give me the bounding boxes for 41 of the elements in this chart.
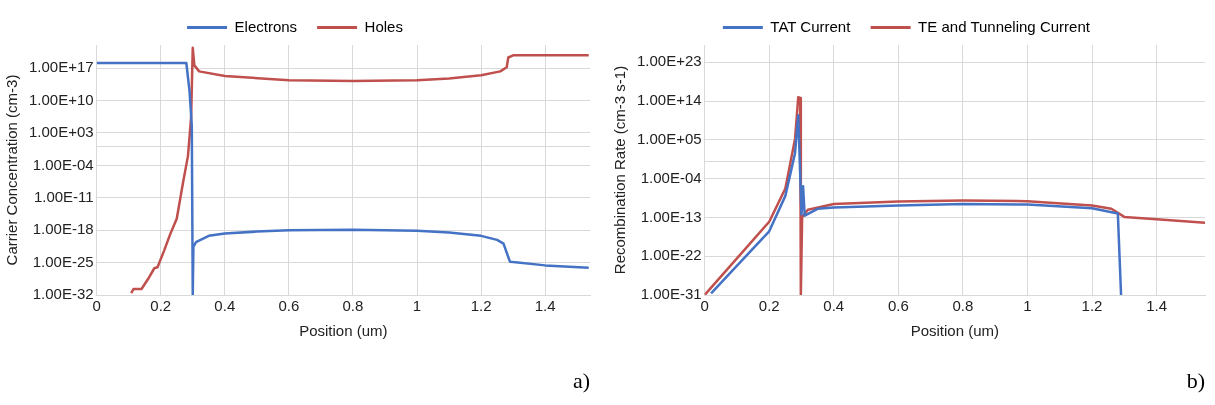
y-tick-label: 1.00E+05 — [636, 129, 702, 147]
text: b) — [1186, 368, 1205, 394]
x-tick-label: 0.2 — [758, 297, 780, 315]
x-tick-label: 0.8 — [952, 297, 974, 315]
x-tick-label: 0.6 — [887, 297, 909, 315]
x-tick-label: 1 — [1023, 297, 1032, 315]
y-tick-label: 1.00E-18 — [32, 220, 94, 238]
y-tick-label: 1.00E-13 — [640, 207, 702, 225]
x-tick-label: 1.4 — [534, 297, 556, 315]
legend-label: TAT Current — [770, 17, 852, 35]
x-tick-label: 0.4 — [823, 297, 845, 315]
x-tick-label: 0.6 — [278, 297, 300, 315]
y-tick-label: 1.00E+14 — [636, 91, 702, 109]
x-tick-label: 0.2 — [150, 297, 172, 315]
x-tick-label: 1 — [412, 297, 422, 315]
y-tick-label: 1.00E+03 — [28, 123, 94, 141]
y-tick-label: 1.00E-04 — [640, 168, 702, 186]
text: a) — [572, 368, 590, 394]
legend-label: Holes — [364, 17, 403, 35]
y-tick-label: 1.00E+10 — [28, 90, 94, 108]
x-tick-label: 1.2 — [470, 297, 492, 315]
x-axis-title: Position (um) — [299, 322, 388, 340]
y-tick-label: 1.00E-22 — [640, 246, 702, 264]
y-tick-label: 1.00E+17 — [28, 58, 94, 76]
x-tick-label: 0.8 — [342, 297, 364, 315]
y-tick-label: 1.00E-04 — [32, 155, 94, 173]
legend-label: TE and Tunneling Current — [918, 17, 1091, 35]
y-tick-label: 1.00E-25 — [32, 252, 94, 270]
legend-label: Electrons — [234, 17, 298, 35]
y-axis-title: Recombination Rate (cm-3 s-1) — [611, 65, 629, 275]
y-tick-label: 1.00E-31 — [640, 285, 702, 303]
y-tick-label: 1.00E-32 — [32, 285, 94, 303]
x-tick-label: 0 — [700, 297, 709, 315]
x-tick-label: 0.4 — [214, 297, 236, 315]
x-tick-label: 1.2 — [1081, 297, 1103, 315]
y-tick-label: 1.00E+23 — [636, 52, 702, 70]
y-tick-label: 1.00E-11 — [33, 187, 94, 205]
x-tick-label: 0 — [92, 297, 101, 315]
y-axis-title: Carrier Concentration (cm-3) — [3, 74, 21, 266]
x-axis-title: Position (um) — [910, 322, 1000, 340]
x-tick-label: 1.4 — [1146, 297, 1168, 315]
